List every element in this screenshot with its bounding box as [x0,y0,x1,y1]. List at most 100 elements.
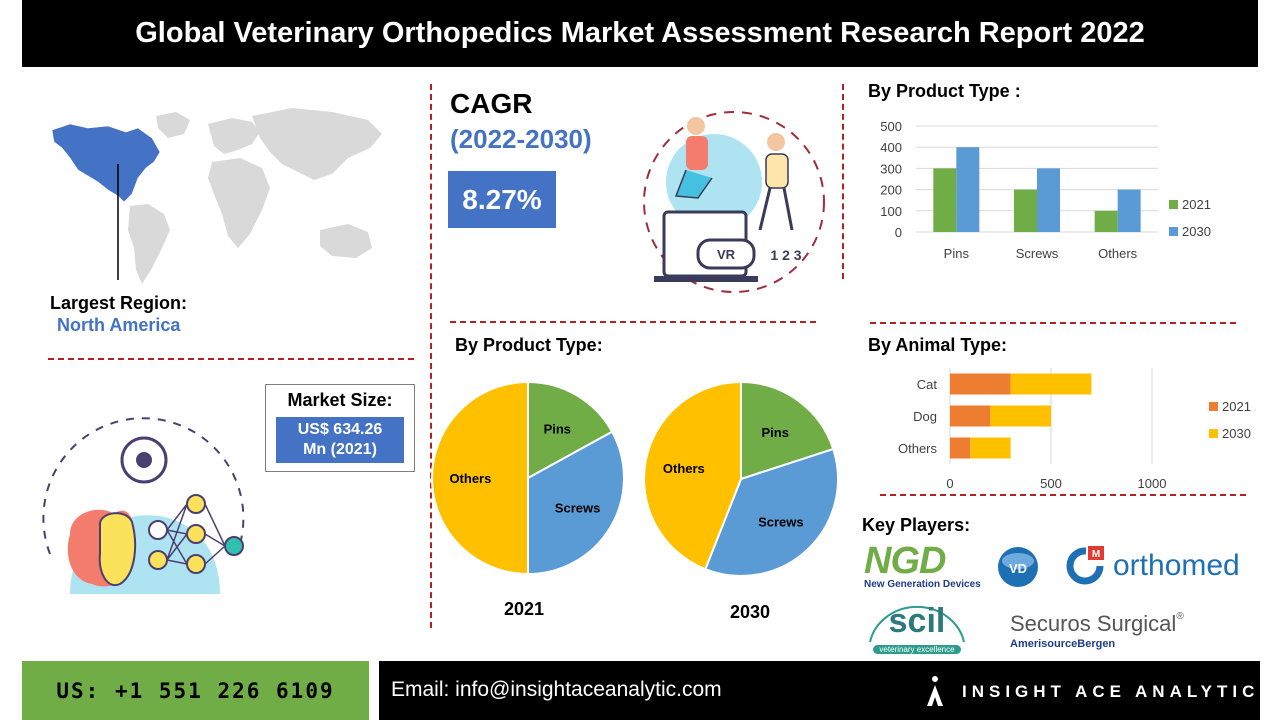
logo-scil-text: scil [888,602,946,640]
bar-2021-screws [1014,189,1037,232]
logo-scil-arc [869,606,965,643]
largest-region-value: North America [57,315,181,335]
bar-2021-cat [950,373,1011,395]
pie-slice-pins [527,380,614,480]
product-type-pie-2021: Pins Screws Others [431,380,625,576]
bar-2021-dog [950,405,991,427]
x-tick-label: Others [1098,246,1138,261]
brand-logo-dot [932,676,938,682]
bar-2030-pins [956,147,980,232]
node-6 [224,536,244,556]
logo-securos-text: Securos Surgical [1010,611,1177,636]
pie-slice-label: Screws [758,514,804,529]
pie-slice-screws [527,430,625,576]
logo-vd: VD [998,547,1038,587]
footer-phone-bar: US: +1 551 226 6109 [22,661,369,720]
bar-2021-pins [933,168,957,232]
y-tick-label: 400 [880,140,902,155]
legend-swatch-2030 [1169,227,1178,236]
x-tick-label: 1000 [1138,476,1167,491]
legend-label: 2030 [1182,224,1211,239]
bar-2030-cat [1010,373,1092,395]
bar-2030-others [970,437,1011,459]
bar-2030-others [1117,189,1141,232]
orthomed-badge-text: M [1092,549,1100,560]
person2-body [765,153,789,189]
cagr-value: 8.27% [462,183,542,215]
y-tick-label: 200 [880,183,902,198]
node-5 [186,554,206,574]
pie-slice-others [431,380,529,576]
x-tick-label: Screws [1016,246,1059,261]
market-size-value-line2: Mn (2021) [303,441,377,458]
logo-securos-mark: ® [1176,611,1184,622]
divider-left-vertical [430,84,432,628]
greenland-shape [156,112,190,138]
pie-slice-others [643,380,742,571]
y-tick-label: Dog [913,409,937,424]
footer-email[interactable]: Email: info@insightaceanalytic.com [391,678,722,701]
logo-amerisource-text: AmerisourceBergen [1010,638,1116,650]
x-tick-label: Pins [944,246,970,261]
dashed-ring [643,111,825,293]
divider-center-horizontal [450,321,816,323]
footer-contact-bar: Email: info@insightaceanalytic.com INSIG… [379,661,1260,720]
africa-shape [208,158,270,248]
legend-swatch-2021 [1169,200,1178,209]
animal-type-heading: By Animal Type: [868,335,1008,355]
product-type-pie-2030: Pins Screws Others [643,380,839,577]
person1-legs [674,169,713,199]
y-tick-label: Others [898,441,938,456]
logo-scil: scil veterinary excellence [864,590,970,654]
europe-shape [208,118,260,154]
pie-slice-pins [740,380,835,481]
y-tick-label: 300 [880,161,902,176]
pie-slice-label: Pins [761,425,788,440]
logo-vd-shine [1002,553,1034,569]
australia-shape [320,224,372,258]
vr-headset [696,238,756,270]
legend-label: 2030 [1222,426,1251,441]
person2-head [767,133,785,151]
pie-slice-label: Others [449,471,491,486]
network-links [166,503,226,565]
footer-phone[interactable]: US: +1 551 226 6109 [56,678,335,703]
x-tick-label: 0 [946,476,953,491]
asia-shape [252,108,382,180]
person1-head [687,117,705,135]
pie-slice-screws [703,447,839,577]
y-tick-label: 100 [880,204,902,219]
market-size-label: Market Size: [287,390,393,410]
legend-label: 2021 [1182,197,1211,212]
divider-left-horizontal [48,358,414,360]
legend-label: 2021 [1222,399,1251,414]
report-title: Global Veterinary Orthopedics Market Ass… [22,0,1258,67]
key-players-heading: Key Players: [862,515,971,535]
pie-slice-label: Others [663,461,705,476]
divider-right-horizontal [870,322,1236,324]
pie-slice-label: Screws [555,500,601,515]
logo-securos: Securos Surgical® AmerisourceBergen [1010,611,1184,650]
north-america-shape [51,123,161,203]
x-tick-label: 500 [1040,476,1062,491]
brain-right [98,512,137,587]
product-type-bar-heading: By Product Type : [868,81,1021,101]
south-america-shape [128,204,170,284]
logo-scil-subtext: veterinary excellence [873,645,961,654]
orthomed-badge [1088,546,1104,560]
steps-text: 1 2 3 [770,247,801,263]
pie-2021-year: 2021 [503,599,545,619]
logo-ngd: NGD New Generation Devices [864,540,981,590]
bar-2030-screws [1037,168,1060,232]
orthomed-ring [1066,547,1104,585]
cagr-value-box: 8.27% [448,171,556,228]
y-tick-label: Cat [917,377,938,392]
pie-slice-label: Pins [544,421,571,436]
market-size-value-line1: US$ 634.26 [297,421,383,438]
y-tick-label: 0 [895,225,902,240]
gear-center [136,452,152,468]
footer-brand: INSIGHT ACE ANALYTIC [962,682,1260,701]
node-3 [186,494,206,514]
logo-ngd-subtext: New Generation Devices [864,579,981,590]
person2-legs [758,187,794,231]
